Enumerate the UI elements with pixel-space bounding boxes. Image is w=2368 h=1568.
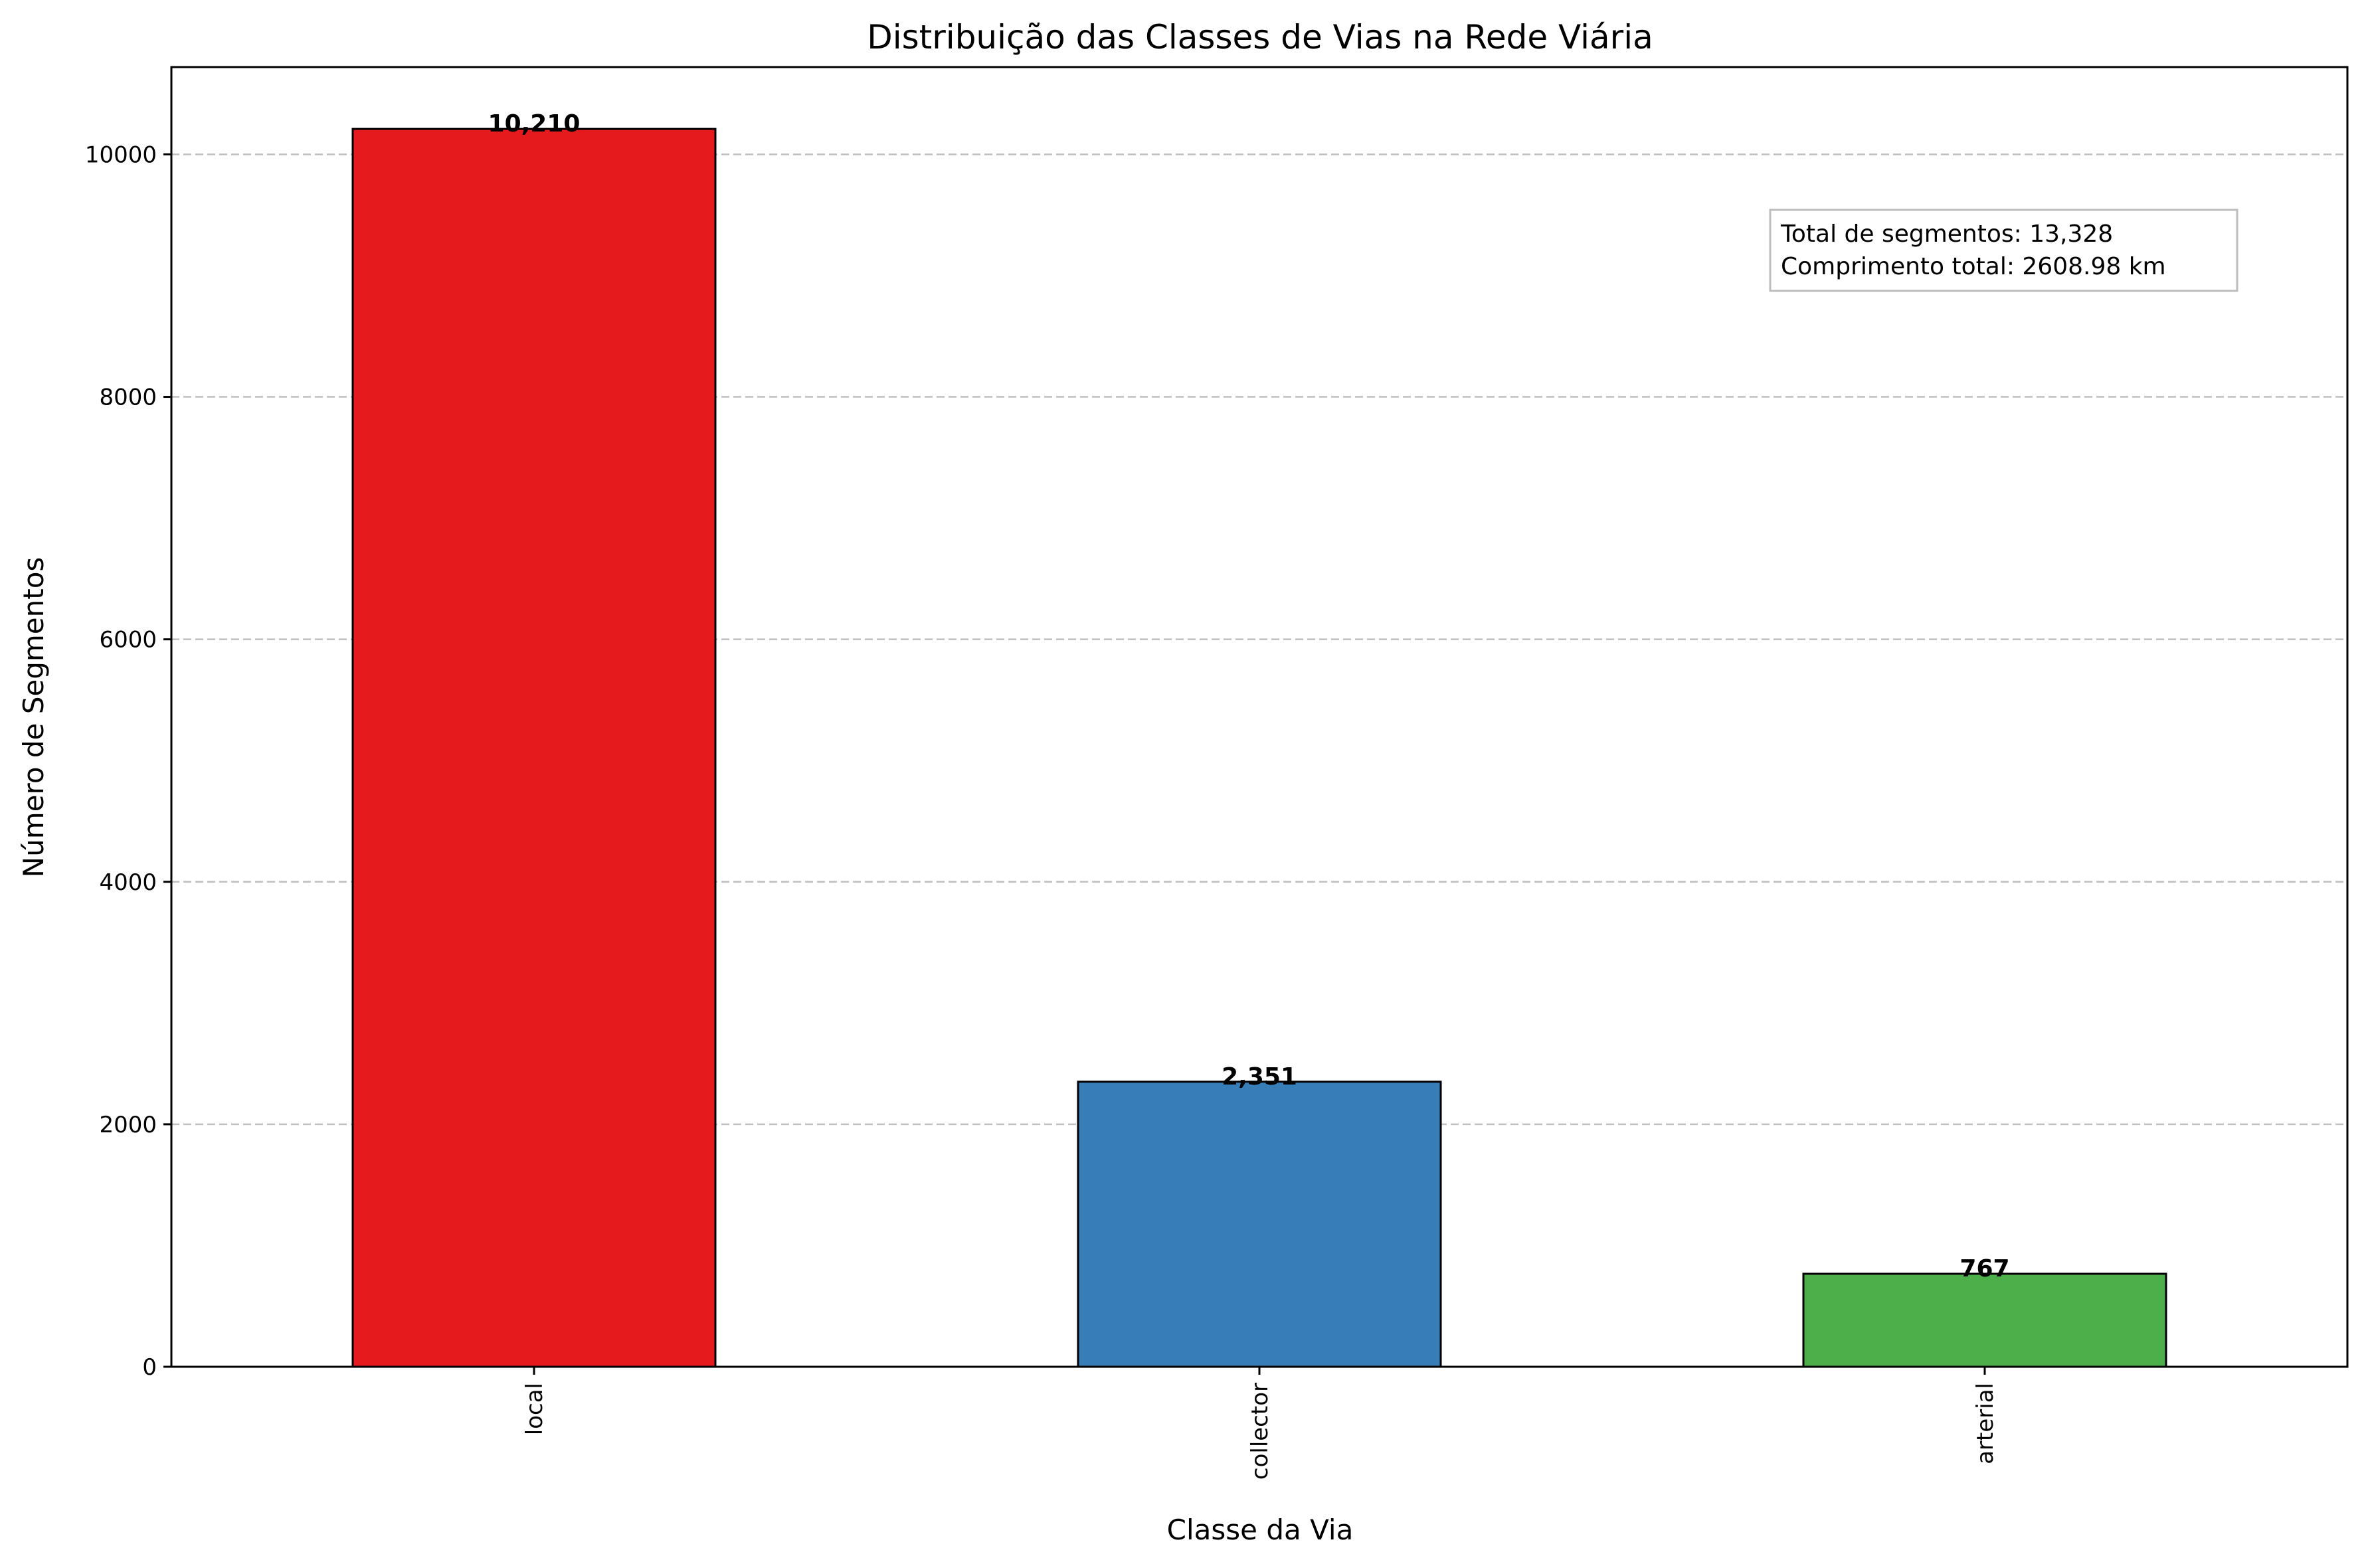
bar-arterial <box>1802 1272 2167 1368</box>
annotation-line-total-segments: Total de segmentos: 13,328 <box>1780 220 2113 248</box>
bar-collector <box>1077 1081 1442 1368</box>
y-axis-title: Número de Segmentos <box>17 557 50 878</box>
annotation-line-total-length: Comprimento total: 2608.98 km <box>1781 253 2166 280</box>
x-tick-label: collector <box>1247 1383 1273 1480</box>
bars <box>351 128 2167 1368</box>
y-tick-label: 2000 <box>99 1112 157 1138</box>
annotation-box <box>1769 209 2238 292</box>
bar-value-labels: 10,210 2,351 767 <box>488 110 2010 1282</box>
x-axis-ticks: local collector arterial <box>521 1367 1999 1480</box>
y-tick-label: 6000 <box>99 627 157 653</box>
bar-local <box>351 128 717 1368</box>
bar-value-label: 767 <box>1959 1255 2009 1282</box>
bar-value-label: 10,210 <box>488 110 581 137</box>
chart-title: Distribuição das Classes de Vias na Rede… <box>867 18 1653 56</box>
y-tick-label: 4000 <box>99 869 157 896</box>
x-tick-label: local <box>521 1383 548 1435</box>
y-axis-ticks: 0 2000 4000 6000 8000 10000 <box>85 141 171 1381</box>
bar-value-label: 2,351 <box>1222 1063 1297 1090</box>
y-tick-label: 10000 <box>85 141 157 168</box>
y-tick-label: 8000 <box>99 385 157 411</box>
x-axis-title: Classe da Via <box>1167 1514 1354 1546</box>
x-tick-label: arterial <box>1972 1383 1999 1464</box>
y-tick-label: 0 <box>142 1354 157 1381</box>
summary-annotation: Total de segmentos: 13,328 Comprimento t… <box>1769 209 2238 292</box>
